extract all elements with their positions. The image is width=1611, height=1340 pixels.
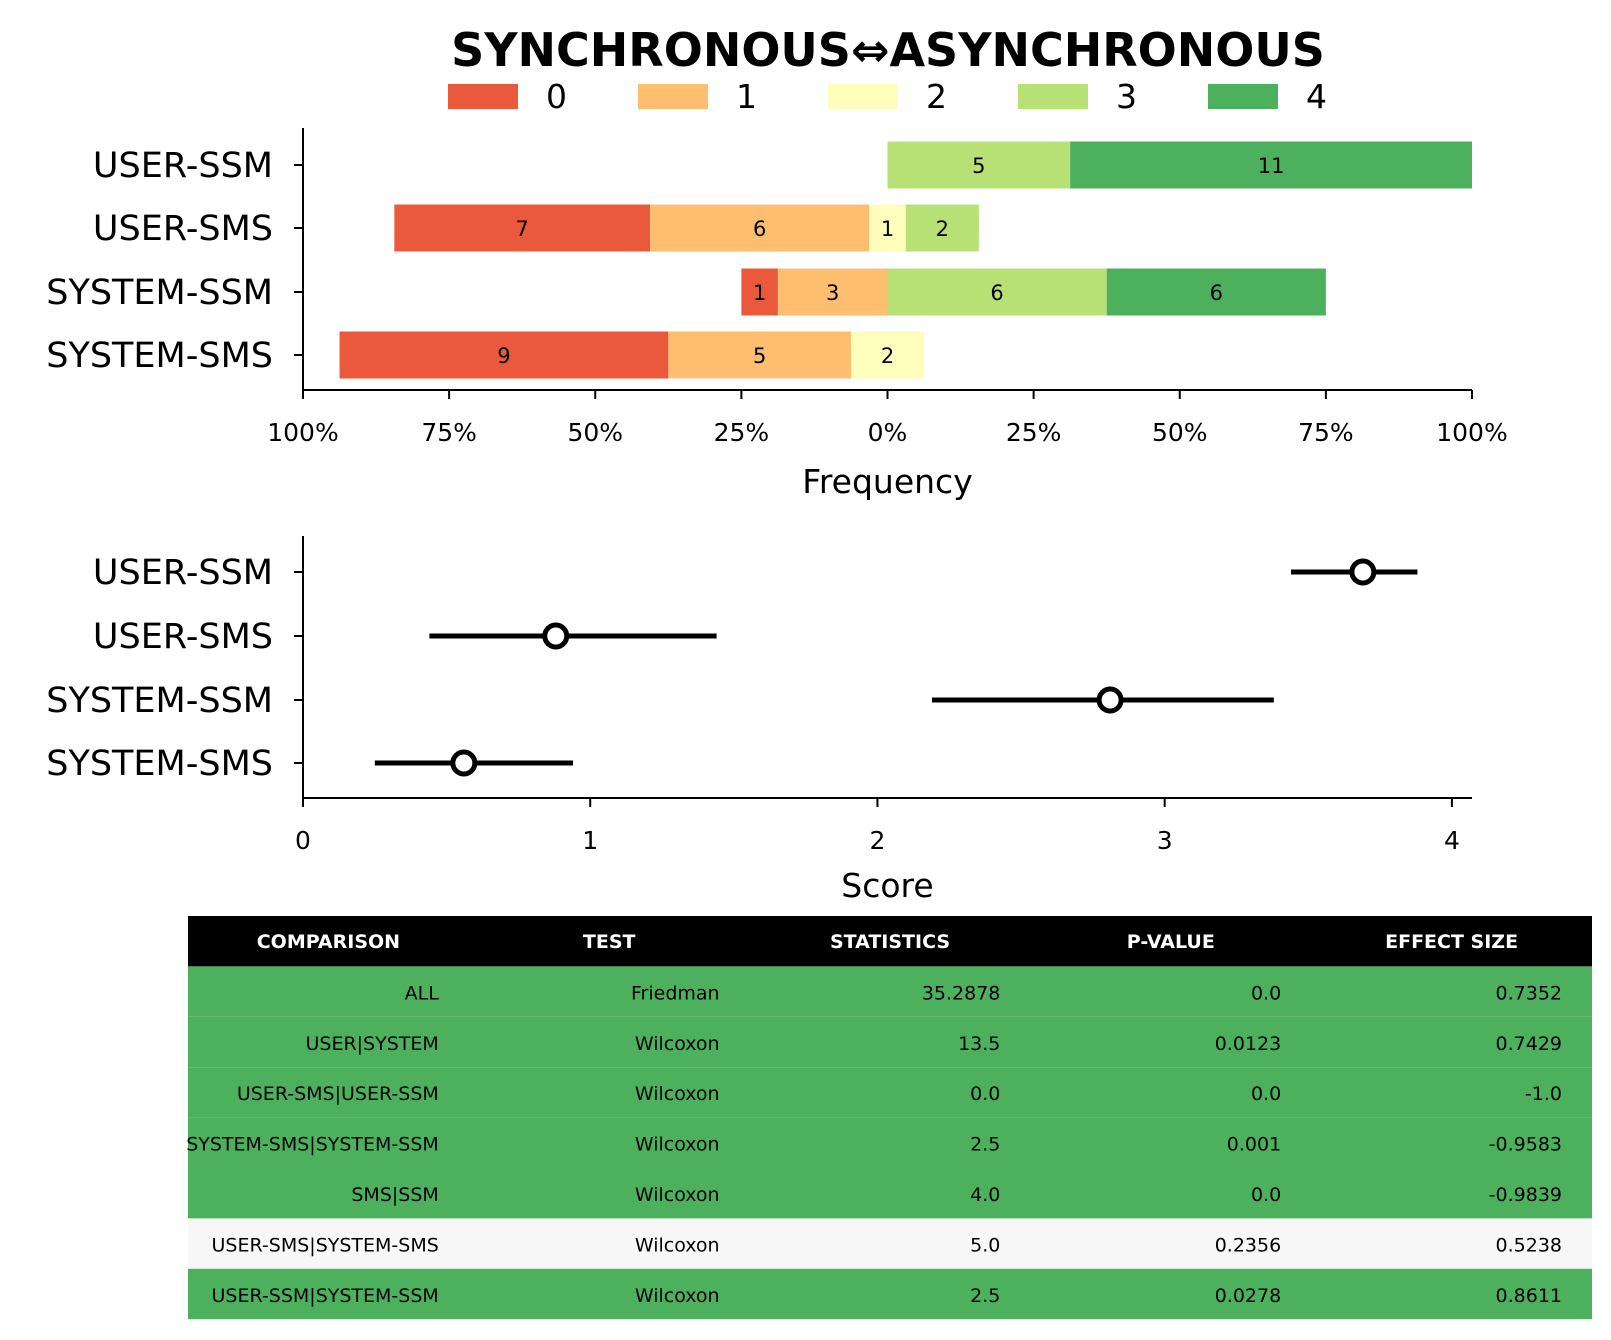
table-cell: 0.0 (1251, 982, 1281, 1004)
table-row (188, 966, 1592, 1016)
table-cell: 0.5238 (1496, 1234, 1562, 1256)
category-label: USER-SMS (93, 617, 273, 657)
category-label: SYSTEM-SSM (46, 681, 273, 721)
mean-point (453, 752, 475, 774)
x-tick-label: 3 (1157, 826, 1173, 855)
table-cell: 0.0 (1251, 1184, 1281, 1206)
legend-label-4: 4 (1306, 77, 1327, 116)
category-label: USER-SSM (93, 146, 273, 186)
bar-value-label: 1 (753, 281, 766, 305)
x-tick-label: 0 (295, 826, 311, 855)
bar-value-label: 2 (881, 344, 894, 368)
table-cell: Wilcoxon (635, 1083, 720, 1105)
mean-point (545, 625, 567, 647)
table-cell: 2.5 (970, 1285, 1000, 1307)
legend-swatch-4 (1208, 84, 1278, 109)
statistics-table: COMPARISON TEST STATISTICS P-VALUE EFFECT SI… (186, 916, 1592, 1319)
category-label: SYSTEM-SMS (46, 744, 273, 784)
table-cell: -0.9583 (1489, 1134, 1562, 1156)
table-cell: Wilcoxon (635, 1184, 720, 1206)
column-header: STATISTICS (830, 931, 950, 953)
mean-point (1352, 561, 1374, 583)
bar-value-label: 7 (516, 217, 529, 241)
table-cell: 0.0123 (1215, 1033, 1281, 1055)
column-header: COMPARISON (257, 931, 400, 953)
table-cell: Wilcoxon (635, 1285, 720, 1307)
table-cell: 0.0278 (1215, 1285, 1281, 1307)
table-cell: 0.0 (1251, 1083, 1281, 1105)
table-cell: SYSTEM-SMS|SYSTEM-SSM (186, 1134, 439, 1156)
category-label: SYSTEM-SMS (46, 336, 273, 376)
bar-value-label: 2 (936, 217, 949, 241)
frequency-chart: USER-SSM 5 11 USER-SMS 7 6 1 2 SYSTEM-SSM 1 3 6 6 SYS… (46, 128, 1508, 501)
table-cell: -1.0 (1525, 1083, 1562, 1105)
table-cell: 4.0 (970, 1184, 1000, 1206)
table-cell: 13.5 (958, 1033, 1000, 1055)
table-cell: SMS|SSM (351, 1184, 438, 1206)
bar-value-label: 6 (990, 281, 1003, 305)
table-cell: Wilcoxon (635, 1234, 720, 1256)
x-tick-label: 75% (1298, 418, 1354, 447)
legend-swatch-3 (1018, 84, 1088, 109)
bar-value-label: 5 (972, 154, 985, 178)
bar-value-label: 6 (1210, 281, 1223, 305)
score-chart: USER-SSM USER-SMS SYSTEM-SSM SYSTEM-SMS 0 1 2 3… (46, 536, 1472, 905)
legend-swatch-1 (638, 84, 708, 109)
x-tick-label: 50% (567, 418, 623, 447)
legend: 0 1 2 3 4 (448, 77, 1327, 116)
category-label: USER-SSM (93, 553, 273, 593)
table-cell: Wilcoxon (635, 1033, 720, 1055)
table-cell: Friedman (631, 982, 720, 1004)
x-axis-title: Score (841, 866, 933, 905)
bar-value-label: 1 (881, 217, 894, 241)
bar-value-label: 9 (497, 344, 510, 368)
mean-point (1099, 689, 1121, 711)
table-cell: 2.5 (970, 1134, 1000, 1156)
table-cell: 0.0 (970, 1083, 1000, 1105)
legend-swatch-2 (828, 84, 898, 109)
table-cell: 0.8611 (1496, 1285, 1562, 1307)
legend-label-0: 0 (546, 77, 567, 116)
x-tick-label: 100% (267, 418, 338, 447)
column-header: TEST (583, 931, 636, 953)
x-tick-label: 4 (1444, 826, 1460, 855)
table-cell: USER|SYSTEM (305, 1033, 438, 1055)
table-cell: 5.0 (970, 1234, 1000, 1256)
legend-label-2: 2 (926, 77, 947, 116)
table-cell: 0.001 (1227, 1134, 1281, 1156)
bar-value-label: 3 (826, 281, 839, 305)
bar-value-label: 5 (753, 344, 766, 368)
category-label: USER-SMS (93, 209, 273, 249)
legend-label-1: 1 (736, 77, 757, 116)
category-label: SYSTEM-SSM (46, 273, 273, 313)
x-tick-label: 50% (1152, 418, 1208, 447)
table-cell: 0.7352 (1496, 982, 1562, 1004)
x-tick-label: 2 (869, 826, 885, 855)
table-cell: 35.2878 (922, 982, 1001, 1004)
table-cell: 0.7429 (1496, 1033, 1562, 1055)
x-tick-label: 25% (714, 418, 770, 447)
legend-label-3: 3 (1116, 77, 1137, 116)
bar-value-label: 6 (753, 217, 766, 241)
x-tick-label: 75% (421, 418, 477, 447)
bar-value-label: 11 (1258, 154, 1285, 178)
x-tick-label: 1 (582, 826, 598, 855)
chart-title: SYNCHRONOUS⇔ASYNCHRONOUS (451, 23, 1325, 77)
table-cell: USER-SSM|SYSTEM-SSM (212, 1285, 439, 1307)
table-cell: ALL (405, 982, 440, 1004)
legend-swatch-0 (448, 84, 518, 109)
table-cell: 0.2356 (1215, 1234, 1281, 1256)
x-tick-label: 25% (1006, 418, 1062, 447)
table-cell: USER-SMS|SYSTEM-SMS (212, 1234, 439, 1256)
column-header: P-VALUE (1127, 931, 1215, 953)
x-tick-label: 0% (868, 418, 908, 447)
x-axis-title: Frequency (802, 462, 972, 501)
x-tick-label: 100% (1436, 418, 1507, 447)
table-cell: USER-SMS|USER-SSM (237, 1083, 439, 1105)
table-cell: -0.9839 (1489, 1184, 1562, 1206)
column-header: EFFECT SIZE (1385, 931, 1518, 953)
table-cell: Wilcoxon (635, 1134, 720, 1156)
